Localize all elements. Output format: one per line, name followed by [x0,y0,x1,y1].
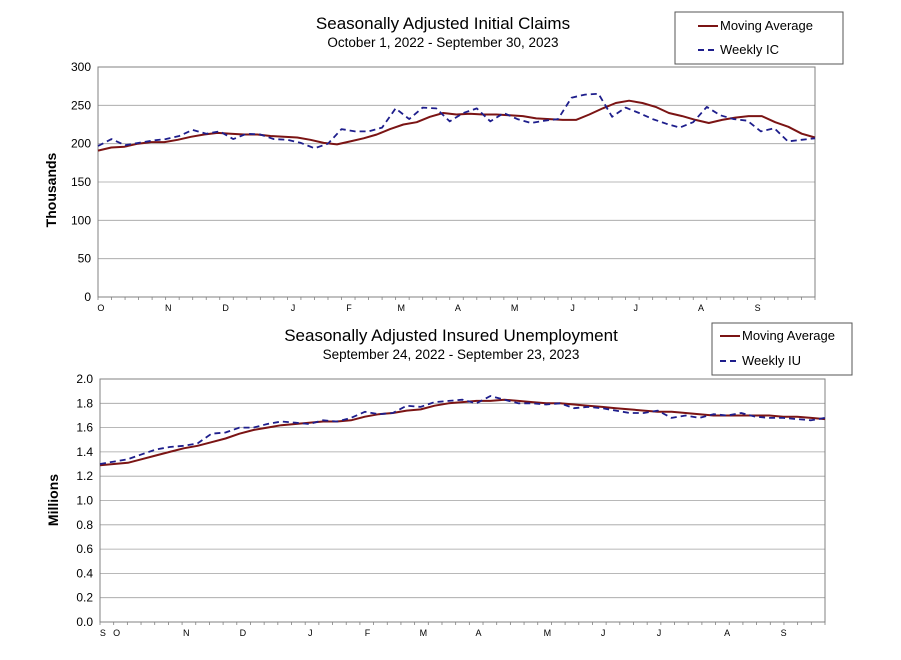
chart1-ytick-label: 200 [71,137,91,151]
chart2-legend: Moving Average Weekly IU [711,322,853,376]
chart2-month-label: M [544,628,552,638]
chart2-ytick-label: 0.6 [76,542,93,556]
chart2-month-label: M [420,628,428,638]
chart2-month-label: S [100,628,106,638]
chart1-legend: Moving Average Weekly IC [674,11,844,65]
chart2-legend-ma-label: Moving Average [742,328,835,343]
chart2-ytick-label: 1.2 [76,469,93,483]
chart2-ytick-label: 1.4 [76,445,93,459]
chart1-month-label: J [634,303,639,313]
chart1-ytick-label: 300 [71,60,91,74]
chart1-subtitle: October 1, 2022 - September 30, 2023 [327,35,558,50]
chart1-month-label: M [398,303,406,313]
chart1-plot: 0 50 100 150 200 250 300 O N D J F M A M J J A S [71,60,816,313]
chart1-plot-border [97,66,816,298]
chart1-month-label: O [97,303,104,313]
chart1-month-label: N [165,303,172,313]
chart2-plot-border [99,378,826,623]
chart2-month-label: F [365,628,371,638]
chart2-month-label: D [240,628,247,638]
chart2-plot: 0.00.20.40.60.81.01.21.41.61.82.0S O N D J F M… [76,372,826,638]
chart2-ytick-label: 1.6 [76,421,93,435]
chart2-ytick-label: 1.0 [76,494,93,508]
chart2-month-label: O [113,628,120,638]
chart1-month-label: M [511,303,519,313]
chart2-month-label: J [601,628,606,638]
chart1-ylabel: Thousands [43,152,59,227]
chart2-month-label: A [475,628,481,638]
chart1-title: Seasonally Adjusted Initial Claims [316,14,570,33]
chart2-legend-weekly-label: Weekly IU [742,353,801,368]
chart2-weekly-line [99,395,826,465]
chart1-moving-average-line [97,99,816,152]
chart2-month-label: J [657,628,662,638]
chart2-month-label: N [183,628,190,638]
chart1-month-label: S [755,303,761,313]
chart1-legend-box [674,11,844,65]
chart1-weekly-line [97,92,816,150]
chart1-ytick-label: 50 [78,252,92,266]
chart1-month-label: A [698,303,704,313]
chart1-legend-ma-label: Moving Average [720,18,813,33]
chart2-subtitle: September 24, 2022 - September 23, 2023 [323,347,580,362]
chart1-month-label: A [455,303,461,313]
chart1-ytick-label: 100 [71,213,91,227]
chart2-ylabel: Millions [45,474,61,526]
chart2-month-label: S [781,628,787,638]
chart2-ytick-label: 0.2 [76,591,93,605]
chart2-month-label: A [724,628,730,638]
chart2-moving-average-line [99,398,826,467]
chart2-ytick-label: 0.8 [76,518,93,532]
chart1-ytick-label: 150 [71,175,91,189]
chart2-ytick-label: 1.8 [76,396,93,410]
chart1-month-label: J [291,303,296,313]
chart1-legend-weekly-label: Weekly IC [720,42,779,57]
chart2-title: Seasonally Adjusted Insured Unemployment [284,326,618,345]
chart2-month-label: J [308,628,313,638]
chart1-ytick-label: 0 [84,290,91,304]
chart2-ytick-label: 0.4 [76,566,93,580]
chart1-month-label: F [346,303,352,313]
chart1-month-label: D [222,303,229,313]
chart2-ytick-label: 2.0 [76,372,93,386]
chart1-ytick-label: 250 [71,98,91,112]
chart2-ytick-label: 0.0 [76,615,93,629]
chart1-month-label: J [570,303,575,313]
chart2-legend-box [711,322,853,376]
